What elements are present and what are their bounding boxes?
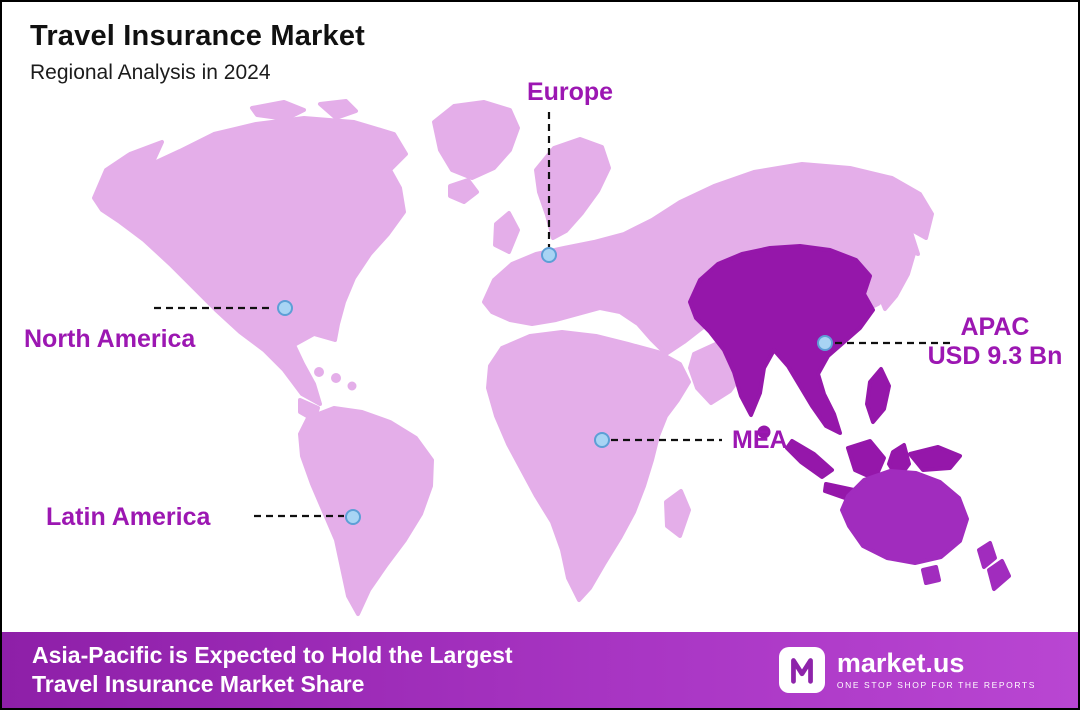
page-subtitle: Regional Analysis in 2024 [30, 61, 271, 84]
landmass-greenland [432, 100, 520, 180]
page-title: Travel Insurance Market [30, 20, 366, 52]
landmass-uk [493, 211, 520, 254]
landmass-arctic-island-2 [318, 99, 358, 120]
banner-headline: Asia-Pacific is Expected to Hold the Lar… [32, 641, 513, 699]
footer-banner: Asia-Pacific is Expected to Hold the Lar… [2, 632, 1078, 708]
island-caribbean-3 [347, 381, 357, 391]
marker-north-america [277, 300, 293, 316]
island-caribbean-2 [331, 373, 341, 383]
island-sumatra [785, 439, 834, 479]
island-sri-lanka [757, 425, 771, 439]
island-caribbean-1 [314, 367, 324, 377]
label-latin-america: Latin America [46, 503, 211, 531]
brand-block: market.us ONE STOP SHOP FOR THE REPORTS [778, 647, 1036, 693]
landmass-africa [486, 330, 691, 602]
landmass-australia [840, 469, 969, 565]
marker-latin-america [345, 509, 361, 525]
island-borneo [846, 439, 886, 481]
landmass-iceland [448, 178, 479, 204]
marker-mea [594, 432, 610, 448]
header: Travel Insurance Market Regional Analysi… [30, 20, 365, 85]
marker-apac [817, 335, 833, 351]
label-mea: MEA [732, 426, 788, 454]
banner-line-1: Asia-Pacific is Expected to Hold the Lar… [32, 642, 513, 668]
label-apac: APAC USD 9.3 Bn [924, 313, 1066, 371]
landmass-south-america [298, 406, 434, 616]
island-new-zealand-north [977, 541, 997, 569]
landmass-madagascar [664, 489, 691, 538]
island-philippines [865, 367, 891, 424]
island-new-zealand-south [987, 559, 1011, 591]
banner-line-2: Travel Insurance Market Share [32, 671, 365, 697]
island-tasmania [921, 565, 941, 585]
label-apac-value: USD 9.3 Bn [927, 342, 1063, 370]
brand-name: market.us [836, 648, 965, 678]
label-europe: Europe [526, 78, 614, 106]
label-north-america: North America [24, 325, 196, 353]
brand-text: market.us ONE STOP SHOP FOR THE REPORTS [836, 648, 1036, 691]
market-us-logo-icon [790, 658, 813, 684]
label-apac-name: APAC [960, 313, 1030, 341]
brand-tagline: ONE STOP SHOP FOR THE REPORTS [836, 680, 1036, 690]
marker-europe [541, 247, 557, 263]
landmass-asia-apac [688, 244, 875, 435]
island-new-guinea [908, 445, 962, 472]
market-us-logo [778, 647, 825, 693]
landmass-japan [877, 235, 917, 311]
landmass-north-america [92, 116, 408, 406]
landmass-arctic-island-1 [250, 100, 306, 121]
landmass-scandinavia [534, 137, 611, 240]
